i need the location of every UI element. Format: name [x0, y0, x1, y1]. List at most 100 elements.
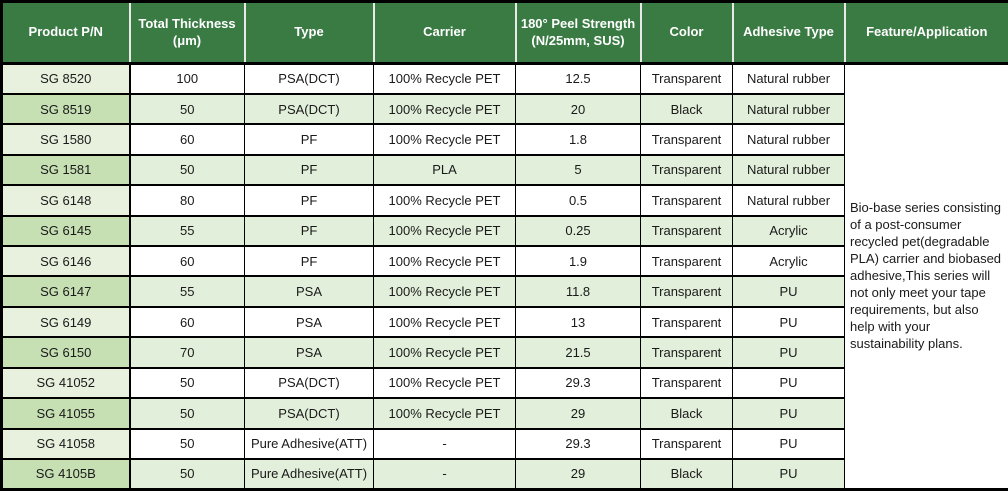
adhesive-type-cell: Acrylic [732, 246, 845, 278]
type-cell: PF [244, 215, 374, 248]
adhesive-type-cell: PU [732, 367, 845, 400]
product-pn-cell: SG 4105B [1, 458, 131, 491]
thickness-cell: 55 [129, 215, 245, 248]
thickness-cell: 60 [129, 306, 245, 339]
carrier-cell: 100% Recycle PET [373, 124, 516, 156]
type-cell: PF [244, 185, 374, 217]
product-pn-cell: SG 41055 [1, 398, 131, 430]
thickness-cell: 50 [129, 398, 245, 430]
type-cell: PSA(DCT) [244, 367, 374, 400]
type-cell: PSA(DCT) [244, 398, 374, 430]
carrier-cell: 100% Recycle PET [373, 337, 516, 369]
header-type: Type [243, 1, 375, 65]
table-row: SG 8520 100 PSA(DCT) 100% Recycle PET 12.5 Tr… [1, 63, 1008, 491]
adhesive-type-cell: Natural rubber [732, 124, 845, 156]
thickness-cell: 55 [129, 276, 245, 308]
carrier-cell: 100% Recycle PET [373, 93, 516, 126]
thickness-cell: 50 [129, 458, 245, 491]
peel-strength-cell: 1.9 [515, 246, 641, 278]
product-pn-cell: SG 6150 [1, 337, 131, 369]
thickness-cell: 70 [129, 337, 245, 369]
carrier-cell: 100% Recycle PET [373, 276, 516, 308]
thickness-cell: 50 [129, 93, 245, 126]
table-header: Product P/N Total Thickness (μm) Type Ca… [0, 1, 1008, 65]
product-pn-cell: SG 41052 [1, 367, 131, 400]
thickness-cell: 100 [129, 63, 245, 95]
peel-strength-cell: 0.5 [515, 185, 641, 217]
thickness-cell: 50 [129, 154, 245, 187]
thickness-cell: 50 [129, 367, 245, 400]
carrier-cell: 100% Recycle PET [373, 398, 516, 430]
product-pn-cell: SG 6148 [1, 185, 131, 217]
adhesive-type-cell: Natural rubber [732, 93, 845, 126]
carrier-cell: 100% Recycle PET [373, 246, 516, 278]
type-cell: PSA(DCT) [244, 93, 374, 126]
carrier-cell: - [373, 458, 516, 491]
table-row: SG 41052 50 PSA(DCT) 100% Recycle PET 29.3 Tr… [1, 367, 1008, 400]
type-cell: PSA(DCT) [244, 63, 374, 95]
table-row: SG 6147 55 PSA 100% Recycle PET 11.8 Transpar… [1, 276, 1008, 308]
color-cell: Transparent [640, 276, 733, 308]
color-cell: Transparent [640, 428, 733, 460]
color-cell: Transparent [640, 246, 733, 278]
adhesive-type-cell: Acrylic [732, 215, 845, 248]
table-row: SG 41058 50 Pure Adhesive(ATT) -29.3 Transpa… [1, 428, 1008, 460]
adhesive-type-cell: PU [732, 398, 845, 430]
product-pn-cell: SG 1581 [1, 154, 131, 187]
peel-strength-cell: 13 [515, 306, 641, 339]
peel-strength-cell: 29 [515, 458, 641, 491]
adhesive-type-cell: PU [732, 306, 845, 339]
table-row: SG 1581 50 PF PLA 5 Transparent Natural rubber [1, 154, 1008, 187]
adhesive-type-cell: Natural rubber [732, 63, 845, 95]
product-pn-cell: SG 6147 [1, 276, 131, 308]
color-cell: Transparent [640, 215, 733, 248]
color-cell: Transparent [640, 367, 733, 400]
carrier-cell: PLA [373, 154, 516, 187]
table-body: SG 8520 100 PSA(DCT) 100% Recycle PET 12.5 Tr… [1, 63, 1008, 491]
table-row: SG 4105B 50 Pure Adhesive(ATT) -29 Black PU [1, 458, 1008, 491]
adhesive-type-cell: PU [732, 458, 845, 491]
color-cell: Transparent [640, 154, 733, 187]
color-cell: Transparent [640, 63, 733, 95]
peel-strength-cell: 20 [515, 93, 641, 126]
adhesive-type-cell: PU [732, 276, 845, 308]
type-cell: PSA [244, 337, 374, 369]
color-cell: Black [640, 458, 733, 491]
product-pn-cell: SG 6146 [1, 246, 131, 278]
color-cell: Black [640, 398, 733, 430]
table-row: SG 6146 60 PF 100% Recycle PET 1.9 Transparen… [1, 246, 1008, 278]
type-cell: PSA [244, 306, 374, 339]
peel-strength-cell: 29.3 [515, 428, 641, 460]
header-row: Product P/N Total Thickness (μm) Type Ca… [0, 1, 1008, 65]
carrier-cell: 100% Recycle PET [373, 367, 516, 400]
header-adhesive-type: Adhesive Type [731, 1, 846, 65]
table-row: SG 6150 70 PSA 100% Recycle PET 21.5 Transpar… [1, 337, 1008, 369]
color-cell: Transparent [640, 337, 733, 369]
table-row: SG 8519 50 PSA(DCT) 100% Recycle PET 20 Black… [1, 93, 1008, 126]
header-carrier: Carrier [372, 1, 517, 65]
header-peel-strength: 180° Peel Strength (N/25mm, SUS) [514, 1, 642, 65]
carrier-cell: 100% Recycle PET [373, 306, 516, 339]
adhesive-type-cell: PU [732, 428, 845, 460]
product-pn-cell: SG 8519 [1, 93, 131, 126]
table-row: SG 6145 55 PF 100% Recycle PET 0.25 Transpare… [1, 215, 1008, 248]
type-cell: PSA [244, 276, 374, 308]
header-color: Color [639, 1, 734, 65]
thickness-cell: 80 [129, 185, 245, 217]
adhesive-type-cell: PU [732, 337, 845, 369]
type-cell: Pure Adhesive(ATT) [244, 428, 374, 460]
peel-strength-cell: 11.8 [515, 276, 641, 308]
table-row: SG 6148 80 PF 100% Recycle PET 0.5 Transparen… [1, 185, 1008, 217]
thickness-cell: 50 [129, 428, 245, 460]
carrier-cell: 100% Recycle PET [373, 63, 516, 95]
peel-strength-cell: 29.3 [515, 367, 641, 400]
type-cell: Pure Adhesive(ATT) [244, 458, 374, 491]
table-row: SG 1580 60 PF 100% Recycle PET 1.8 Transparen… [1, 124, 1008, 156]
color-cell: Transparent [640, 306, 733, 339]
product-pn-cell: SG 8520 [1, 63, 131, 95]
color-cell: Transparent [640, 124, 733, 156]
product-pn-cell: SG 1580 [1, 124, 131, 156]
header-feature-application: Feature/Application [843, 1, 1008, 65]
type-cell: PF [244, 154, 374, 187]
